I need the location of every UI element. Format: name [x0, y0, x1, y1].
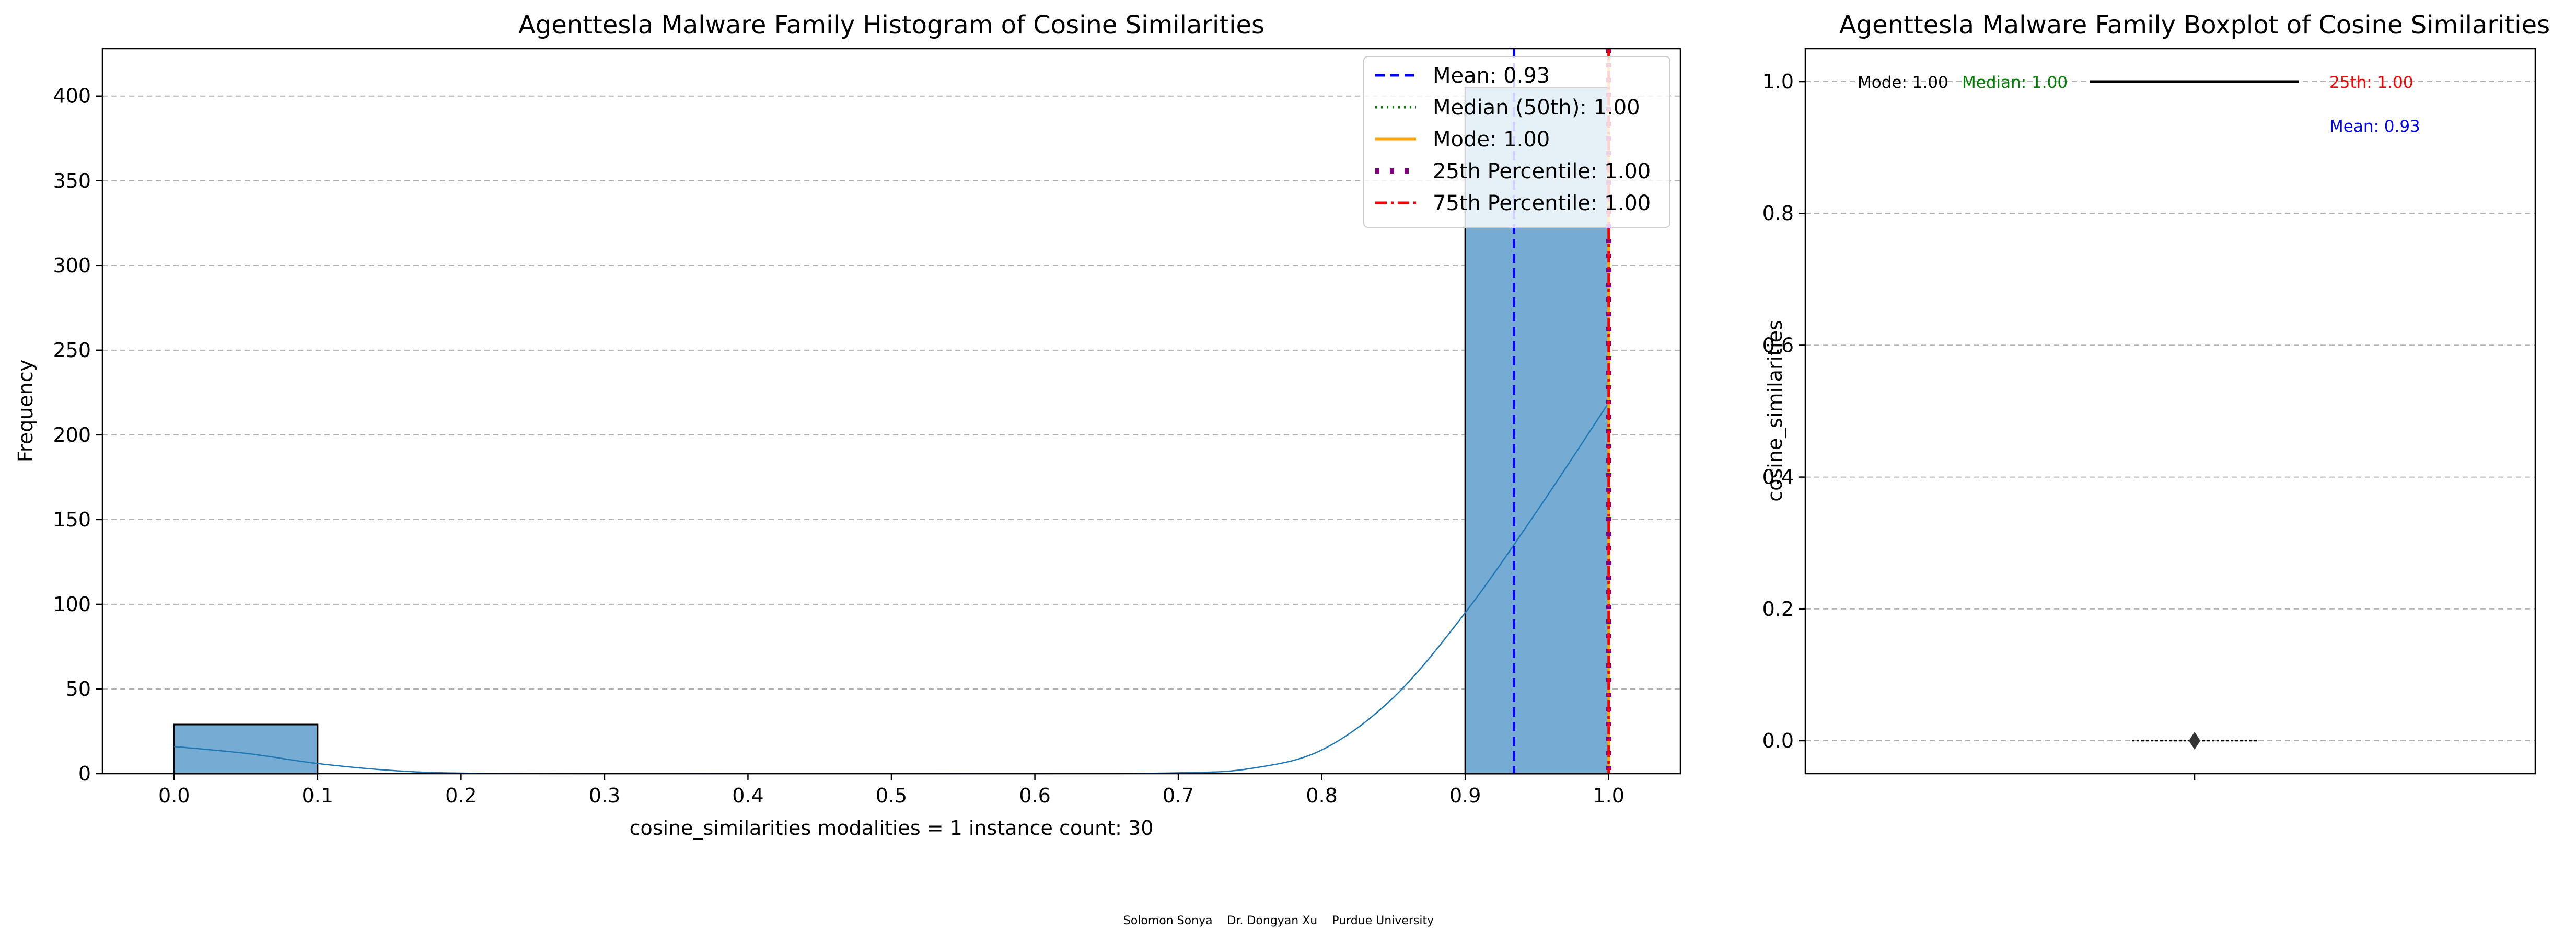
y-tick-label: 200 — [53, 423, 91, 446]
y-tick-label: 0.0 — [1762, 729, 1794, 752]
outlier-marker — [2189, 731, 2200, 750]
x-tick-label: 0.1 — [302, 784, 333, 807]
y-tick-label: 250 — [53, 339, 91, 362]
x-tick-label: 0.6 — [1019, 784, 1050, 807]
y-tick-label: 150 — [53, 508, 91, 531]
y-tick-label: 1.0 — [1762, 70, 1794, 93]
boxplot-y-ticks: 0.0 0.2 0.4 0.6 0.8 1.0 — [1762, 70, 1805, 752]
legend-label: 25th Percentile: 1.00 — [1433, 159, 1651, 183]
y-tick-label: 400 — [53, 85, 91, 108]
boxplot-annotation: Mean: 0.93 — [2329, 117, 2420, 136]
x-tick-label: 0.8 — [1306, 784, 1337, 807]
histogram-x-ticks: 0.0 0.1 0.2 0.3 0.4 0.5 0.6 0.7 0.8 0.9 1.0 — [158, 774, 1624, 807]
y-tick-label: 0.2 — [1762, 598, 1794, 621]
histogram-y-ticks: 0 50 100 150 200 250 300 350 400 — [53, 85, 102, 785]
boxplot-body — [2090, 80, 2299, 750]
y-tick-label: 50 — [66, 677, 91, 700]
boxplot-annotation: Mode: 1.00 — [1858, 73, 1948, 92]
kde-curve — [174, 402, 1609, 775]
y-tick-label: 0.8 — [1762, 202, 1794, 225]
x-tick-label: 0.4 — [732, 784, 763, 807]
x-tick-label: 0.5 — [876, 784, 907, 807]
y-tick-label: 0.6 — [1762, 334, 1794, 357]
boxplot-frame — [1804, 48, 2536, 775]
y-tick-label: 0 — [78, 762, 91, 785]
x-tick-label: 1.0 — [1593, 784, 1624, 807]
histogram-title: Agenttesla Malware Family Histogram of C… — [518, 10, 1264, 40]
histogram-x-label: cosine_similarities modalities = 1 insta… — [630, 817, 1154, 840]
x-tick-label: 0.7 — [1163, 784, 1194, 807]
legend-label: Mode: 1.00 — [1433, 128, 1550, 152]
legend-label: Mean: 0.93 — [1433, 64, 1550, 88]
histogram-y-label: Frequency — [14, 360, 37, 462]
y-tick-label: 100 — [53, 593, 91, 616]
histogram-legend: Mean: 0.93 Median (50th): 1.00 Mode: 1.00 2… — [1363, 56, 1670, 228]
x-tick-label: 0.2 — [445, 784, 477, 807]
boxplot-annotation: 25th: 1.00 — [2329, 73, 2413, 92]
boxplot-y-label: cosine_similarities — [1763, 320, 1786, 502]
boxplot-title: Agenttesla Malware Family Boxplot of Cos… — [1839, 10, 2550, 40]
boxplot-annotation: Median: 1.00 — [1962, 73, 2068, 92]
histogram-panel: Agenttesla Malware Family Histogram of C… — [14, 10, 1681, 840]
boxplot-annotations: Mode: 1.00 Median: 1.00 25th: 1.00 Mean: 0.… — [1858, 73, 2420, 136]
boxplot-panel: Agenttesla Malware Family Boxplot of Cos… — [1762, 10, 2550, 780]
y-tick-label: 0.4 — [1762, 466, 1794, 489]
x-tick-label: 0.3 — [589, 784, 620, 807]
footer-credits: Solomon Sonya Dr. Dongyan Xu Purdue Univ… — [1123, 914, 1434, 927]
legend-label: 75th Percentile: 1.00 — [1433, 191, 1651, 215]
legend-label: Median (50th): 1.00 — [1433, 96, 1640, 120]
y-tick-label: 350 — [53, 169, 91, 192]
x-tick-label: 0.0 — [158, 784, 190, 807]
legend-box — [1363, 56, 1670, 228]
boxplot-gridlines — [1805, 81, 2535, 741]
x-tick-label: 0.9 — [1449, 784, 1481, 807]
y-tick-label: 300 — [53, 254, 91, 277]
